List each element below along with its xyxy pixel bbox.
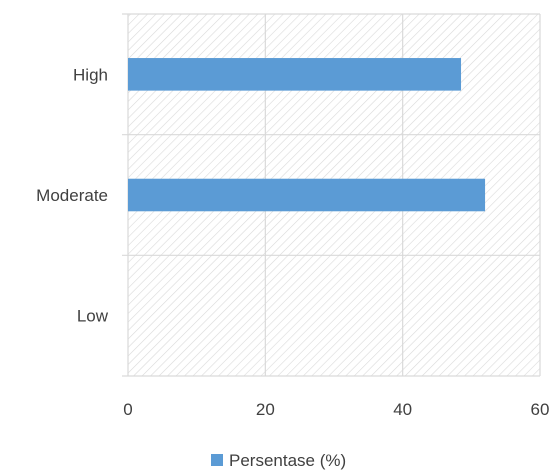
legend: Persentase (%) bbox=[211, 451, 346, 470]
y-tick-label-low: Low bbox=[77, 307, 109, 326]
x-tick-label: 40 bbox=[393, 400, 412, 419]
legend-swatch-persentase bbox=[211, 454, 223, 466]
x-tick-label: 60 bbox=[531, 400, 550, 419]
bar-moderate bbox=[128, 178, 486, 212]
bar-high bbox=[128, 58, 462, 91]
x-tick-label: 0 bbox=[123, 400, 132, 419]
legend-label-persentase: Persentase (%) bbox=[229, 451, 346, 470]
y-tick-label-high: High bbox=[73, 65, 108, 84]
x-tick-label: 20 bbox=[256, 400, 275, 419]
y-tick-label-moderate: Moderate bbox=[36, 186, 108, 205]
